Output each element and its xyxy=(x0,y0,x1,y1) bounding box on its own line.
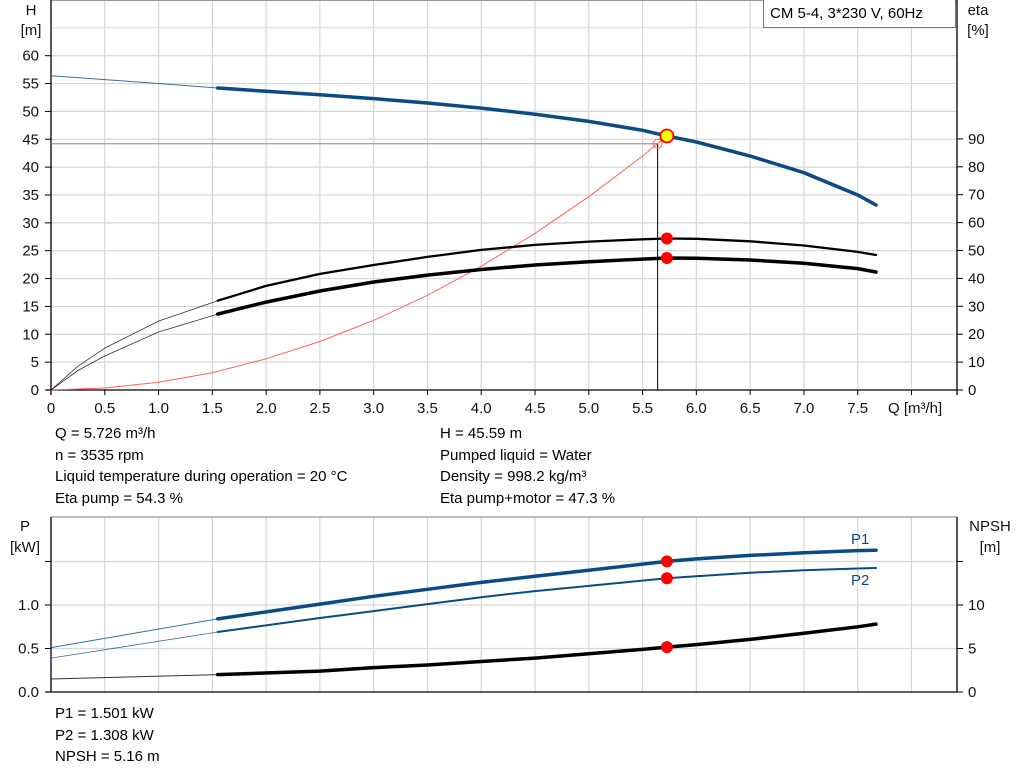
q-tick-label: 3.0 xyxy=(363,400,384,417)
q-tick-label: 0.5 xyxy=(94,400,115,417)
q-tick-label: 3.5 xyxy=(417,400,438,417)
info-eta-pump-motor: Eta pump+motor = 47.3 % xyxy=(440,489,616,507)
info-top-right: H = 45.59 m Pumped liquid = Water Densit… xyxy=(440,423,615,509)
p1-curve xyxy=(215,548,878,621)
h-tick-label: 15 xyxy=(22,298,39,315)
h-tick-label: 10 xyxy=(22,326,39,343)
npsh-tick-label: 10 xyxy=(968,597,985,614)
p2-curve-extrapolated xyxy=(50,631,218,659)
info-bottom: P1 = 1.501 kW P2 = 1.308 kW NPSH = 5.16 … xyxy=(55,703,160,768)
operating-point-h xyxy=(659,128,675,144)
q-tick-label: 2.5 xyxy=(309,400,330,417)
info-p1: P1 = 1.501 kW xyxy=(55,705,154,722)
operating-point-eta-pump xyxy=(660,232,673,245)
q-tick-label: 5.5 xyxy=(632,400,653,417)
npsh-curve xyxy=(215,622,878,677)
q-tick-label: 1.0 xyxy=(148,400,169,417)
npsh-curve-extrapolated xyxy=(50,674,218,680)
p1-series-label: P1 xyxy=(851,531,869,548)
q-tick-label: 0 xyxy=(47,400,55,417)
info-q: Q = 5.726 m³/h xyxy=(55,425,156,442)
h-tick-label: 55 xyxy=(22,76,39,93)
eta-tick-label: 80 xyxy=(968,159,985,176)
p2-series-label: P2 xyxy=(851,572,869,589)
pump-title: CM 5-4, 3*230 V, 60Hz xyxy=(763,0,956,28)
h-tick-label: 50 xyxy=(22,103,39,120)
reference-point-marker xyxy=(652,138,663,149)
q-tick-label: 7.5 xyxy=(847,400,868,417)
eta-tick-label: 60 xyxy=(968,215,985,232)
p-tick-label: 0.0 xyxy=(18,684,39,701)
h-axis-unit: [m] xyxy=(21,22,42,39)
h-tick-label: 5 xyxy=(31,354,39,371)
p2-curve xyxy=(216,567,877,633)
q-tick-label: 4.5 xyxy=(525,400,546,417)
system-curve xyxy=(50,135,668,391)
info-temperature: Liquid temperature during operation = 20… xyxy=(55,468,348,485)
h-tick-label: 0 xyxy=(31,382,39,399)
h-tick-label: 25 xyxy=(22,243,39,260)
operating-point-p2 xyxy=(660,572,673,585)
h-curve xyxy=(215,86,878,207)
info-top-left: Q = 5.726 m³/h n = 3535 rpm Liquid tempe… xyxy=(55,423,347,509)
q-tick-label: 6.5 xyxy=(740,400,761,417)
eta-pump-motor-curve xyxy=(215,256,878,316)
h-tick-label: 30 xyxy=(22,215,39,232)
eta-tick-label: 40 xyxy=(968,270,985,287)
p-axis-label: P xyxy=(20,518,30,535)
info-h: H = 45.59 m xyxy=(440,425,523,442)
npsh-tick-label: 5 xyxy=(968,641,976,658)
eta-pump-curve-extrapolated xyxy=(50,300,218,391)
eta-tick-label: 20 xyxy=(968,326,985,343)
q-tick-label: 2.0 xyxy=(256,400,277,417)
q-tick-label: 6.0 xyxy=(686,400,707,417)
npsh-tick-label: 0 xyxy=(968,684,976,701)
p1-curve-extrapolated xyxy=(50,618,218,649)
eta-tick-label: 50 xyxy=(968,243,985,260)
eta-axis-unit: [%] xyxy=(967,22,989,39)
eta-tick-label: 0 xyxy=(968,382,976,399)
npsh-axis-label: NPSH xyxy=(969,518,1011,535)
h-tick-label: 60 xyxy=(22,48,39,65)
operating-point-p1 xyxy=(660,555,673,568)
eta-tick-label: 70 xyxy=(968,187,985,204)
info-eta-pump: Eta pump = 54.3 % xyxy=(55,489,183,507)
eta-tick-label: 10 xyxy=(968,354,985,371)
info-speed: n = 3535 rpm xyxy=(55,446,144,464)
q-tick-label: 5.0 xyxy=(578,400,599,417)
eta-pump-curve xyxy=(216,237,878,302)
q-tick-label: 1.5 xyxy=(202,400,223,417)
info-density: Density = 998.2 kg/m³ xyxy=(440,468,587,485)
eta-tick-label: 30 xyxy=(968,298,985,315)
h-tick-label: 40 xyxy=(22,159,39,176)
npsh-axis-unit: [m] xyxy=(980,539,1001,556)
h-tick-label: 20 xyxy=(22,271,39,288)
eta-axis-label: eta xyxy=(968,2,990,19)
h-tick-label: 35 xyxy=(22,187,39,204)
h-axis-label: H xyxy=(26,2,37,19)
q-tick-label: 7.0 xyxy=(793,400,814,417)
info-liquid: Pumped liquid = Water xyxy=(440,446,592,464)
operating-point-npsh xyxy=(660,641,673,654)
p-axis-unit: [kW] xyxy=(10,539,40,556)
info-p2: P2 = 1.308 kW xyxy=(55,726,154,744)
p-tick-label: 0.5 xyxy=(18,641,39,658)
h-tick-label: 45 xyxy=(22,131,39,148)
p-tick-label: 1.0 xyxy=(18,597,39,614)
operating-point-eta-pump-motor xyxy=(660,252,673,265)
eta-pump-motor-curve-extrapolated xyxy=(50,313,218,391)
info-npsh: NPSH = 5.16 m xyxy=(55,748,160,765)
h-curve-extrapolated xyxy=(50,75,218,89)
eta-tick-label: 90 xyxy=(968,131,985,148)
q-axis-label: Q [m³/h] xyxy=(888,400,942,417)
q-tick-label: 4.0 xyxy=(471,400,492,417)
